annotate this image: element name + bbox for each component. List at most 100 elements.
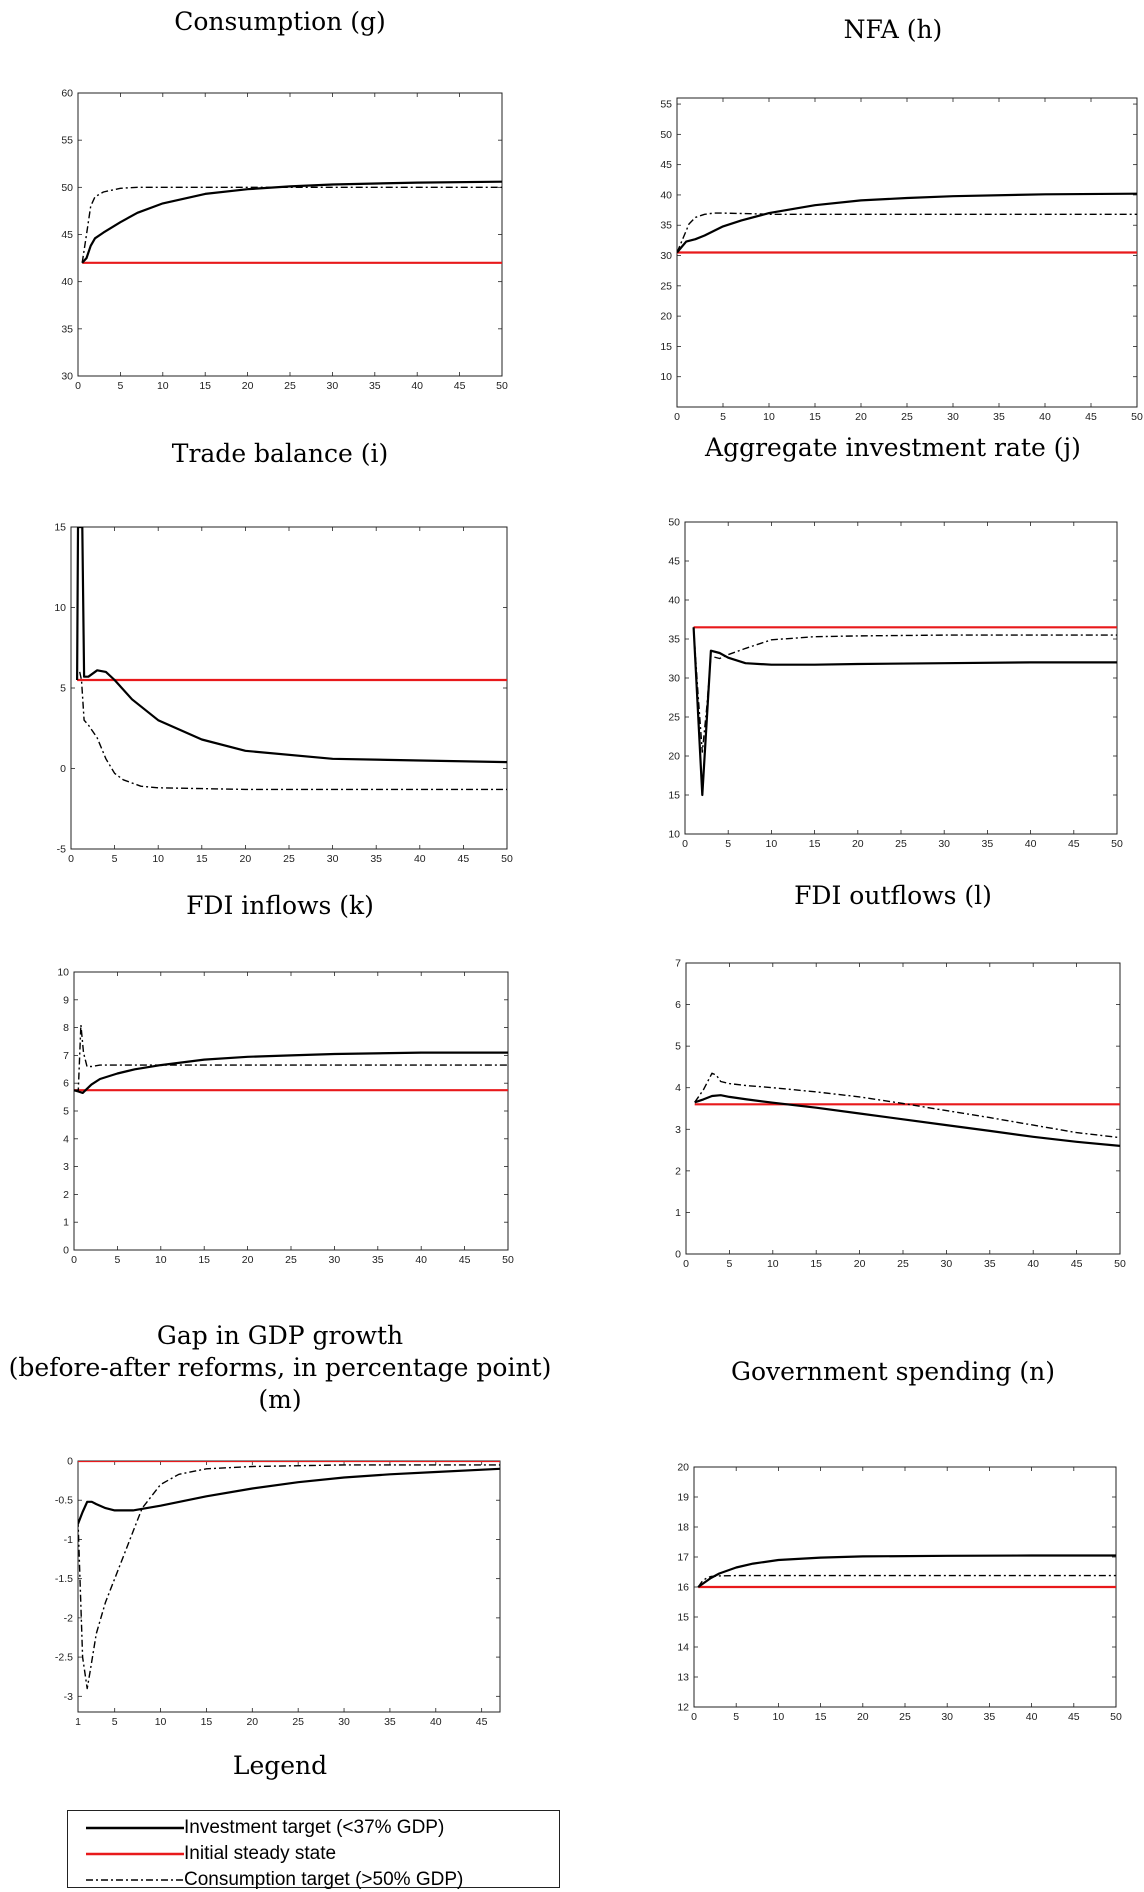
x-tick-label: 10 — [766, 838, 778, 850]
x-tick-label: 5 — [733, 1711, 739, 1723]
panel-title-fdi-inflows: FDI inflows (k) — [186, 891, 374, 920]
x-tick-label: 20 — [242, 380, 254, 392]
y-tick-label: 4 — [675, 1082, 681, 1094]
y-tick-label: -1 — [64, 1534, 73, 1546]
plot-area — [70, 526, 508, 850]
y-tick-label: 13 — [677, 1672, 689, 1684]
y-tick-label: 2 — [675, 1165, 681, 1177]
plot-area — [684, 521, 1118, 835]
y-tick-label: 10 — [668, 829, 680, 841]
chart-government-spending: 0 5 10 15 20 25 30 35 40 45 50 12 13 14 15 16 17 18 19 20 — [677, 1462, 1122, 1724]
x-tick-label: 10 — [157, 380, 169, 392]
panel-title-trade-balance: Trade balance (i) — [171, 439, 389, 468]
x-tick-label: 10 — [155, 1254, 167, 1266]
y-tick-label: 30 — [660, 250, 672, 262]
x-tick-label: 20 — [240, 853, 252, 865]
panel-title-nfa: NFA (h) — [843, 15, 943, 44]
y-tick-label: 55 — [61, 135, 73, 147]
legend-item-initial-steady-state: Initial steady state — [86, 1842, 336, 1866]
x-tick-label: 10 — [152, 853, 164, 865]
x-tick-label: 15 — [201, 1716, 213, 1728]
x-tick-label: 20 — [852, 838, 864, 850]
x-tick-label: 1 — [75, 1716, 81, 1728]
series-line-consumption-target — [677, 212, 1137, 253]
y-tick-label: 3 — [63, 1161, 69, 1173]
y-tick-label: 20 — [660, 311, 672, 323]
plot-area — [77, 1460, 501, 1713]
panel-title-aggregate-investment-rate: Aggregate investment rate (j) — [705, 433, 1081, 462]
x-tick-label: 10 — [767, 1258, 779, 1270]
x-tick-label: 30 — [938, 838, 950, 850]
x-tick-label: 40 — [411, 380, 423, 392]
x-tick-label: 0 — [68, 853, 74, 865]
series-line-investment-target — [694, 1094, 1120, 1147]
series-line-consumption-target — [78, 1464, 500, 1690]
x-tick-label: 50 — [496, 380, 508, 392]
series-line-consumption-target — [694, 1072, 1120, 1139]
legend-swatch-consumption — [86, 1879, 184, 1881]
x-tick-label: 15 — [199, 380, 211, 392]
y-tick-label: 10 — [54, 602, 66, 614]
y-tick-label: 10 — [660, 371, 672, 383]
x-tick-label: 30 — [941, 1258, 953, 1270]
x-tick-label: 50 — [1114, 1258, 1126, 1270]
x-tick-label: 20 — [854, 1258, 866, 1270]
legend-box — [67, 1810, 560, 1888]
chart-nfa: 0 5 10 15 20 25 30 35 40 45 50 10 15 20 25 30 35 40 45 50 55 — [660, 97, 1143, 423]
y-tick-label: 15 — [668, 790, 680, 802]
y-tick-label: 19 — [677, 1492, 689, 1504]
y-tick-label: 5 — [675, 1041, 681, 1053]
y-tick-label: 18 — [677, 1522, 689, 1534]
y-tick-label: 14 — [677, 1642, 689, 1654]
y-tick-label: 15 — [54, 522, 66, 534]
x-tick-label: 25 — [285, 1254, 297, 1266]
y-tick-label: 3 — [675, 1124, 681, 1136]
x-tick-label: 0 — [691, 1711, 697, 1723]
y-tick-label: 16 — [677, 1582, 689, 1594]
x-tick-label: 50 — [1111, 838, 1123, 850]
y-tick-label: 30 — [668, 673, 680, 685]
panel-title-fdi-outflows: FDI outflows (l) — [794, 881, 992, 910]
y-tick-label: 0 — [63, 1245, 69, 1257]
x-tick-label: 35 — [993, 411, 1005, 423]
x-tick-label: 35 — [982, 838, 994, 850]
x-tick-label: 15 — [815, 1711, 827, 1723]
y-tick-label: 12 — [677, 1702, 689, 1714]
x-tick-label: 30 — [327, 853, 339, 865]
x-tick-label: 50 — [1110, 1711, 1122, 1723]
x-tick-label: 25 — [901, 411, 913, 423]
y-tick-label: 45 — [61, 229, 73, 241]
y-tick-label: 45 — [660, 159, 672, 171]
y-tick-label: -3 — [64, 1691, 73, 1703]
x-tick-label: 45 — [454, 380, 466, 392]
y-tick-label: 35 — [61, 323, 73, 335]
y-tick-label: 60 — [61, 88, 73, 100]
x-tick-label: 45 — [458, 853, 470, 865]
series-line-investment-target — [74, 1051, 508, 1094]
y-tick-label: 25 — [668, 712, 680, 724]
y-tick-label: 17 — [677, 1552, 689, 1564]
x-tick-label: 25 — [895, 838, 907, 850]
plot-area — [77, 92, 503, 377]
y-tick-label: 5 — [63, 1106, 69, 1118]
x-tick-label: 15 — [809, 411, 821, 423]
x-tick-label: 35 — [984, 1711, 996, 1723]
y-tick-label: -2 — [64, 1612, 73, 1624]
chart-gdp-growth-gap: 1 5 10 15 20 25 30 35 40 450-0.5-1-1.5-2-2.5-3 — [55, 1456, 501, 1728]
y-tick-label: 8 — [63, 1022, 69, 1034]
y-tick-label: 15 — [677, 1612, 689, 1624]
x-tick-label: 5 — [720, 411, 726, 423]
x-tick-label: 40 — [1039, 411, 1051, 423]
y-tick-label: 40 — [668, 595, 680, 607]
x-tick-label: 5 — [112, 853, 118, 865]
y-tick-label: 0 — [60, 763, 66, 775]
x-tick-label: 5 — [726, 1258, 732, 1270]
x-tick-label: 5 — [112, 1716, 118, 1728]
x-tick-label: 0 — [683, 1258, 689, 1270]
y-tick-label: 6 — [675, 999, 681, 1011]
y-tick-label: 50 — [660, 129, 672, 141]
y-tick-label: 45 — [668, 556, 680, 568]
y-tick-label: 2 — [63, 1189, 69, 1201]
